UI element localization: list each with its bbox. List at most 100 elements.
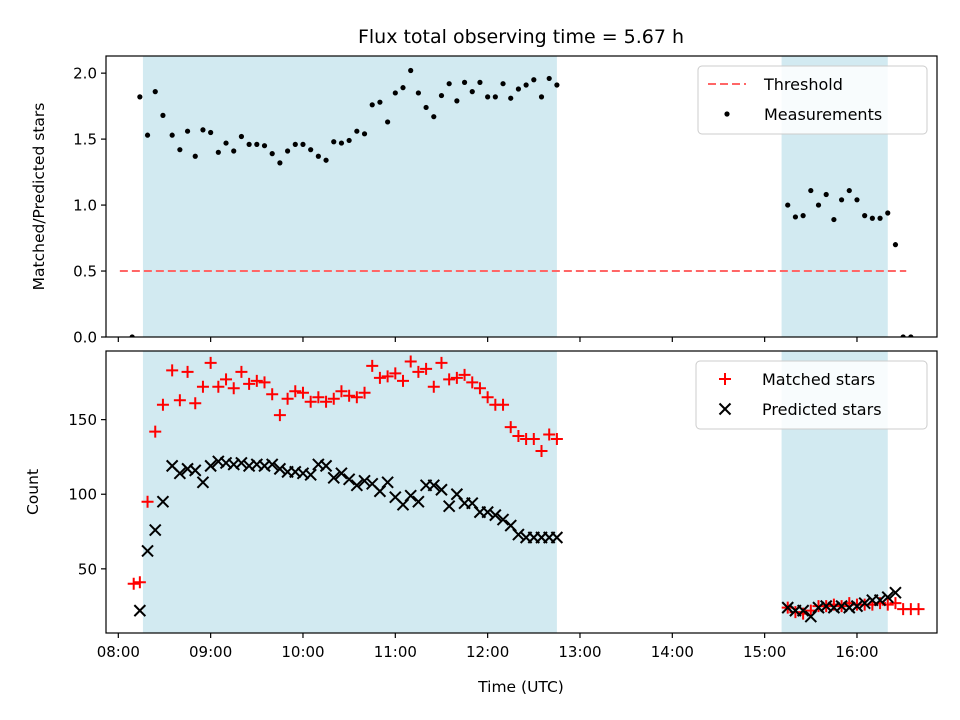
data-point	[312, 391, 325, 404]
data-point	[189, 464, 202, 477]
data-point	[200, 127, 206, 133]
data-point	[862, 213, 868, 219]
data-point	[412, 495, 425, 508]
data-point	[141, 495, 154, 508]
legend-label: Matched stars	[762, 370, 875, 389]
x-axis-label: Time (UTC)	[477, 678, 564, 696]
data-point	[358, 386, 371, 399]
data-point	[404, 489, 417, 502]
data-point	[156, 495, 170, 508]
data-point	[358, 474, 371, 488]
x-tick-label: 13:00	[558, 643, 601, 661]
y-tick-label: 1.5	[73, 131, 97, 149]
legend-swatch	[724, 111, 730, 117]
data-point	[127, 577, 140, 590]
data-point	[289, 385, 302, 398]
data-point	[133, 604, 147, 617]
data-point	[284, 148, 291, 154]
data-point	[900, 334, 906, 337]
data-point	[346, 137, 352, 144]
plot-area	[119, 56, 914, 337]
y-tick-label: 1.0	[73, 197, 97, 215]
legend: Matched stars Predicted stars	[695, 360, 928, 430]
data-point	[838, 197, 845, 203]
x-tick-label: 16:00	[835, 643, 878, 661]
data-point	[912, 603, 925, 616]
data-point	[512, 430, 525, 443]
data-point	[442, 499, 456, 513]
data-point	[892, 242, 899, 248]
data-point	[492, 94, 498, 100]
data-point	[304, 468, 317, 482]
data-point	[137, 94, 143, 100]
data-point	[129, 334, 135, 337]
y-tick-label: 0.0	[73, 329, 97, 347]
data-point	[504, 421, 517, 434]
data-point	[377, 99, 383, 105]
data-point	[785, 202, 791, 208]
data-point	[173, 467, 187, 480]
data-point	[858, 596, 871, 610]
y-tick-label: 100	[68, 486, 97, 504]
data-point	[535, 444, 548, 457]
data-point	[327, 471, 340, 485]
chart-title: Flux total observing time = 5.67 h	[358, 26, 684, 48]
data-point	[543, 428, 556, 441]
data-point	[184, 128, 191, 134]
data-point	[792, 214, 799, 220]
data-point	[454, 98, 460, 104]
data-point	[408, 67, 414, 74]
data-point	[512, 528, 525, 541]
data-point	[550, 531, 564, 544]
data-point	[466, 376, 479, 389]
data-point	[315, 153, 321, 159]
data-point	[881, 590, 894, 604]
data-point	[254, 141, 260, 147]
data-point	[169, 132, 175, 138]
data-point	[160, 112, 166, 118]
data-point	[273, 462, 287, 476]
x-tick-label: 09:00	[189, 643, 232, 661]
data-point	[204, 356, 217, 369]
y-axis-label: Count	[24, 469, 42, 515]
data-point	[327, 392, 340, 405]
data-point	[412, 365, 425, 378]
data-point	[189, 397, 202, 410]
data-point	[877, 215, 883, 221]
data-point	[258, 376, 271, 389]
data-point	[149, 425, 162, 438]
data-point	[235, 456, 248, 470]
data-point	[854, 197, 860, 203]
data-point	[231, 148, 237, 154]
data-point	[323, 157, 329, 163]
data-point	[373, 371, 386, 384]
data-point	[497, 398, 510, 411]
data-point	[823, 191, 829, 198]
data-point	[335, 467, 348, 480]
data-point	[435, 356, 448, 369]
data-point	[152, 89, 158, 95]
data-point	[496, 513, 510, 526]
data-point	[223, 140, 229, 146]
observing-interval	[142, 56, 557, 337]
data-point	[458, 368, 471, 381]
data-point	[850, 599, 864, 613]
legend-swatch	[718, 402, 732, 416]
data-point	[246, 141, 252, 147]
data-point	[144, 132, 151, 138]
data-point	[415, 90, 421, 96]
data-point	[873, 593, 887, 607]
data-point	[343, 389, 356, 402]
data-point	[331, 139, 337, 145]
data-point	[227, 382, 240, 395]
axes-frame	[105, 55, 938, 338]
data-point	[481, 505, 494, 519]
data-point	[133, 576, 146, 589]
data-point	[235, 365, 248, 378]
data-point	[338, 140, 345, 146]
data-point	[531, 77, 537, 83]
data-point	[265, 458, 279, 471]
data-point	[141, 544, 154, 558]
data-point	[308, 147, 314, 153]
